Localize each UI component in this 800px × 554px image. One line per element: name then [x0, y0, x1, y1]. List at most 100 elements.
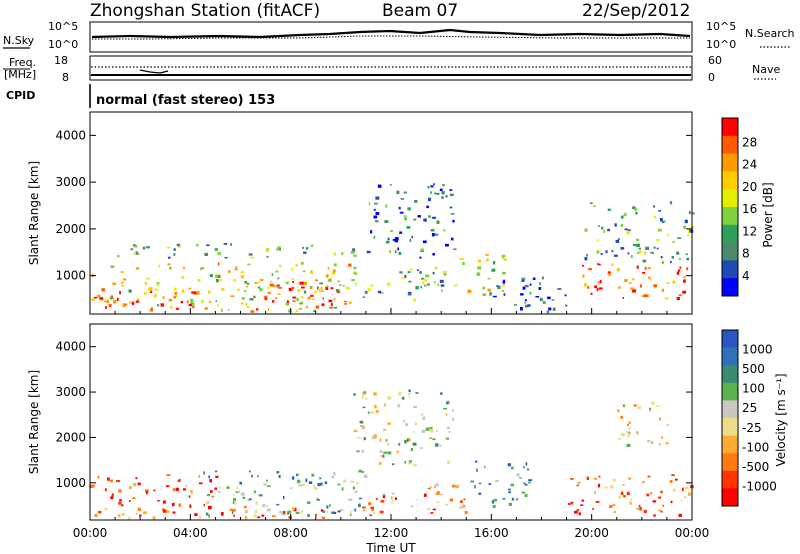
nsearch-label: N.Search [745, 27, 795, 40]
power-cell [427, 185, 430, 189]
velocity-cell [281, 512, 285, 516]
velocity-cell [658, 509, 662, 512]
power-cell [373, 215, 378, 219]
velocity-cell [464, 510, 468, 515]
velocity-cell [109, 479, 113, 483]
power-cell [114, 298, 119, 301]
velocity-cell [445, 401, 449, 405]
velocity-cell [296, 479, 301, 484]
power-cell [321, 303, 325, 307]
velocity-cell [491, 500, 495, 504]
power-cell [422, 281, 425, 285]
velocity-cell [508, 488, 511, 491]
velocity-cell [658, 443, 661, 446]
power-cell [292, 300, 296, 303]
power-cell [501, 289, 504, 292]
velocity-cell [244, 516, 248, 520]
velocity-cell [118, 514, 121, 518]
power-cell [653, 284, 657, 288]
power-cell [291, 278, 294, 280]
power-cell [166, 246, 171, 249]
velocity-cell [257, 516, 261, 519]
velocity-cell [362, 406, 366, 409]
velocity-cell [251, 475, 253, 478]
velocity-cell [406, 438, 409, 442]
power-colorbar-segment [722, 153, 738, 172]
power-cell [431, 233, 435, 237]
velocity-cell [293, 507, 297, 512]
velocity-cell [209, 479, 212, 483]
power-cell [616, 268, 620, 272]
velocity-cell [437, 491, 440, 495]
velocity-cell [445, 413, 448, 416]
velocity-cell [325, 510, 328, 513]
power-cell [240, 302, 244, 305]
power-cell [413, 218, 417, 221]
freq-left-tick-bottom: 8 [62, 71, 69, 84]
velocity-cell [137, 482, 141, 486]
power-cell [190, 302, 195, 306]
power-ylabel: Slant Range [km] [27, 161, 41, 265]
power-cell [584, 228, 588, 232]
power-cell [449, 189, 453, 192]
power-cell [302, 247, 304, 249]
power-cell [316, 286, 319, 290]
power-cell [209, 274, 213, 278]
velocity-cell [430, 512, 434, 514]
power-cell [181, 289, 185, 293]
power-cell [445, 243, 449, 247]
power-cell [192, 305, 195, 309]
velocity-cell [208, 514, 211, 518]
velocity-colorbar-tick: -25 [742, 421, 762, 435]
velocity-cell [356, 450, 360, 453]
velocity-cell [220, 512, 224, 516]
power-cell [489, 292, 492, 296]
velocity-cell [421, 418, 426, 420]
power-colorbar-segment [722, 189, 738, 208]
power-cell [632, 289, 636, 293]
velocity-cell [413, 405, 418, 408]
power-cell [301, 301, 304, 305]
power-cell [267, 307, 270, 312]
power-cell [644, 251, 647, 255]
power-cell [142, 246, 146, 250]
velocity-cell [581, 499, 584, 502]
power-cell [413, 298, 416, 302]
velocity-cell [194, 513, 198, 517]
power-cell [594, 285, 598, 289]
power-cell [260, 278, 264, 281]
velocity-cell [242, 496, 245, 499]
power-colorbar-segment [722, 224, 738, 243]
power-cell [299, 302, 302, 305]
velocity-cell [493, 498, 497, 502]
velocity-cell [282, 496, 285, 500]
power-cell [669, 201, 673, 205]
power-cell [646, 294, 649, 297]
power-cell [642, 272, 646, 274]
power-cell [275, 297, 277, 300]
nsky-trace [91, 28, 691, 39]
power-cell [351, 278, 355, 282]
power-cell [637, 251, 640, 254]
velocity-cell [116, 480, 120, 483]
velocity-cell [524, 494, 528, 497]
power-cell [153, 295, 157, 298]
freq-right-tick-bottom: 0 [708, 71, 715, 84]
power-cell [333, 252, 336, 256]
power-cell [384, 220, 389, 223]
power-cell [168, 298, 173, 302]
velocity-cell [636, 431, 639, 435]
velocity-cell [298, 484, 302, 487]
velocity-cell [283, 510, 286, 515]
velocity-cell [247, 499, 252, 502]
velocity-cell [684, 486, 689, 489]
velocity-cell [308, 481, 313, 484]
velocity-cell [320, 474, 323, 477]
power-cell [626, 231, 631, 235]
velocity-ytick-label: 1000 [55, 476, 86, 490]
velocity-cell [478, 492, 482, 495]
velocity-cell [207, 501, 210, 504]
power-cell [247, 263, 251, 266]
power-cell [428, 215, 431, 218]
velocity-cell [678, 513, 682, 517]
